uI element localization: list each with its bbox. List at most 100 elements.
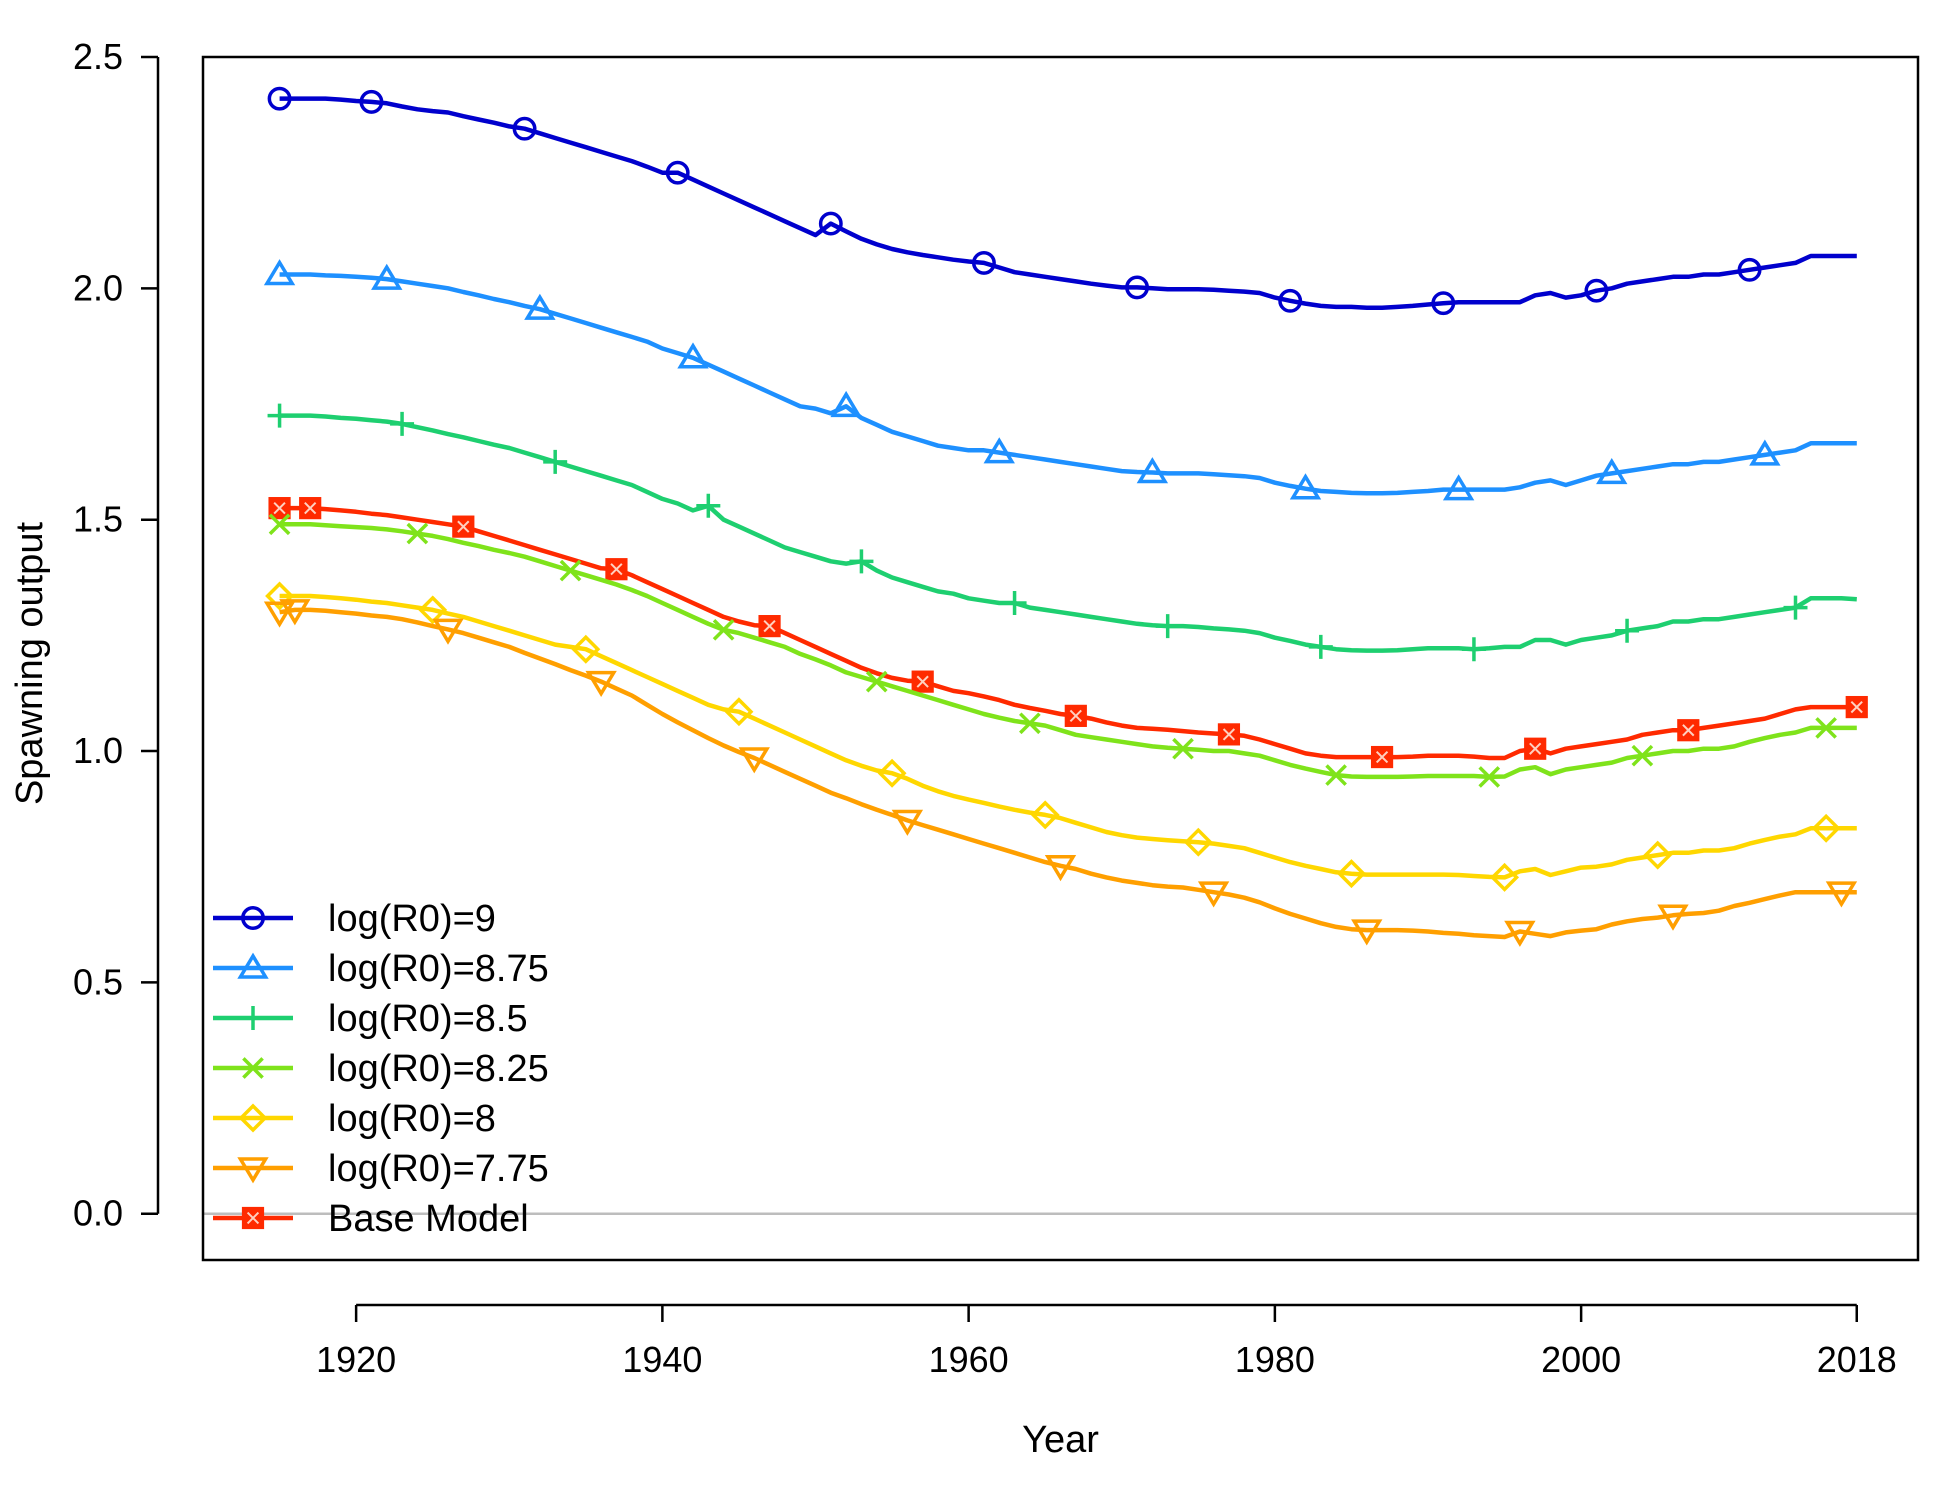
data-point-marker [406, 522, 429, 545]
series-line [279, 593, 1857, 880]
data-point-marker [1584, 278, 1609, 303]
data-point-marker [712, 618, 735, 641]
data-point-marker [1183, 827, 1213, 857]
series-group [263, 86, 1868, 947]
data-point-marker [1815, 717, 1837, 739]
data-point-marker [267, 86, 292, 111]
series-line [279, 607, 1857, 940]
square-marker-cross [763, 620, 776, 633]
legend-label: log(R0)=8.25 [328, 1048, 549, 1090]
data-point-marker [696, 493, 721, 518]
data-point-marker [1783, 595, 1808, 620]
data-point-marker [1308, 634, 1333, 659]
square-marker-cross [273, 502, 286, 515]
data-point-marker [877, 758, 907, 788]
y-tick-label: 0.5 [73, 961, 123, 1002]
square-marker-cross [1375, 750, 1389, 764]
data-point-marker [1504, 920, 1536, 947]
data-point-marker [1172, 737, 1194, 760]
data-point-marker [512, 116, 537, 141]
data-point-marker [724, 697, 754, 727]
data-point-marker [1155, 614, 1180, 639]
series-5 [263, 599, 1858, 947]
data-point-marker [1125, 275, 1150, 300]
square-marker-cross [1682, 724, 1695, 737]
legend-marker [242, 1057, 264, 1079]
series-3 [268, 513, 1857, 788]
series-6 [268, 497, 1868, 769]
data-point-marker [1615, 618, 1640, 643]
data-point-marker [1217, 723, 1241, 746]
data-point-marker [1289, 473, 1322, 500]
data-point-marker [665, 160, 690, 185]
legend-label: log(R0)=8.75 [328, 948, 549, 990]
plot-frame [201, 55, 1920, 1262]
series-line [279, 96, 1857, 311]
x-axis: 1920 1940 1960 1980 2000 2018 [316, 1303, 1897, 1380]
data-point-marker [1811, 813, 1841, 843]
data-point-marker [1019, 712, 1041, 735]
data-point-marker [1631, 744, 1654, 767]
legend-item: log(R0)=8.25 [213, 1048, 549, 1090]
square-marker-cross [1529, 742, 1542, 755]
legend-item: Base Model [213, 1198, 529, 1240]
data-point-marker [268, 513, 291, 536]
data-point-marker [432, 618, 464, 645]
legend-marker [237, 1157, 269, 1184]
data-point-marker [738, 747, 770, 774]
data-point-marker [263, 259, 296, 286]
square-marker-cross [610, 563, 623, 576]
x-axis-label: Year [1022, 1419, 1099, 1461]
series-1 [263, 259, 1857, 501]
legend-item: log(R0)=8.75 [213, 948, 549, 990]
data-point-marker [543, 449, 568, 474]
y-axis-label: Spawning output [9, 522, 51, 806]
data-point-marker [971, 250, 996, 275]
legend-marker [241, 1006, 265, 1030]
data-point-marker [1336, 859, 1366, 889]
data-point-marker [1737, 257, 1762, 282]
data-point-marker [1136, 457, 1169, 484]
data-point-marker [524, 293, 556, 320]
series-0 [267, 86, 1857, 316]
data-point-marker [371, 263, 403, 290]
legend-label: log(R0)=9 [328, 898, 496, 940]
data-point-marker [1596, 458, 1628, 485]
x-tick-label: 1960 [929, 1339, 1009, 1380]
square-marker-cross [304, 502, 317, 515]
data-point-marker [1197, 881, 1230, 908]
y-tick-label: 2.0 [73, 267, 123, 308]
data-point-marker [1657, 904, 1689, 931]
square-marker-cross [916, 675, 929, 688]
data-point-marker [299, 497, 322, 520]
legend-marker [241, 906, 265, 930]
series-2 [267, 403, 1857, 662]
legend-item: log(R0)=8 [213, 1098, 496, 1140]
y-axis: 0.0 0.5 1.0 1.5 2.0 2.5 [73, 36, 160, 1234]
legend-label: log(R0)=7.75 [328, 1148, 549, 1190]
legend-marker [241, 1206, 265, 1230]
legend-item: log(R0)=8.5 [213, 998, 528, 1040]
data-point-marker [1524, 737, 1547, 760]
legend-item: log(R0)=9 [213, 898, 496, 940]
square-marker-cross [1069, 709, 1082, 722]
data-point-marker [1845, 695, 1868, 719]
legend-marker [237, 952, 269, 979]
data-point-marker [818, 211, 843, 236]
data-point-marker [830, 390, 862, 418]
data-point-marker [1064, 704, 1087, 727]
data-point-marker [1677, 719, 1700, 742]
legend-item: log(R0)=7.75 [213, 1148, 549, 1190]
data-point-marker [268, 497, 291, 520]
data-point-marker [1643, 840, 1673, 870]
data-point-marker [1002, 590, 1027, 615]
data-point-marker [1461, 637, 1486, 662]
data-point-marker [983, 437, 1015, 464]
data-point-marker [359, 89, 384, 114]
data-point-marker [605, 558, 628, 581]
data-point-marker [865, 670, 888, 693]
x-tick-label: 1980 [1235, 1339, 1315, 1380]
legend-label: Base Model [328, 1198, 529, 1240]
data-point-marker [1442, 474, 1475, 501]
